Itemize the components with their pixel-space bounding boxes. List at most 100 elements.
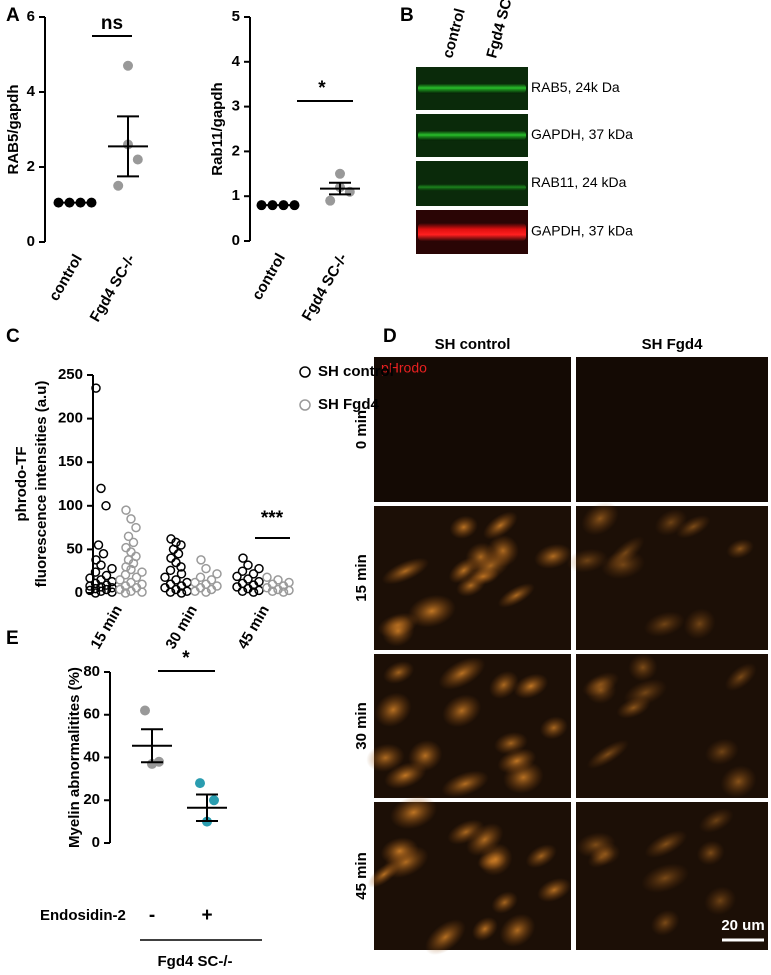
significance-label: *	[182, 648, 190, 669]
cell	[380, 837, 419, 865]
data-point	[325, 195, 336, 206]
data-point	[166, 553, 176, 563]
data-point	[165, 565, 176, 576]
data-point	[85, 581, 95, 591]
data-point	[93, 540, 104, 550]
cell	[705, 738, 739, 766]
x-tick-label: Fgd4 SC-/-	[299, 250, 351, 323]
data-point	[107, 587, 117, 597]
blot-strip	[416, 161, 528, 206]
group-label: Fgd4 SC-/-	[158, 953, 233, 970]
y-tick-label: 150	[58, 453, 83, 470]
y-tick-label: 250	[58, 366, 83, 383]
y-tick-label: 200	[58, 410, 83, 427]
data-point	[101, 584, 112, 595]
cell	[696, 840, 725, 866]
data-point	[120, 588, 131, 598]
y-tick-label: 5	[232, 8, 240, 25]
x-tick-label: 15 min	[87, 602, 125, 652]
data-point	[126, 547, 136, 557]
cell	[488, 670, 519, 699]
data-point	[206, 584, 217, 595]
micrograph	[374, 357, 571, 502]
y-axis-label: phrodo-TF	[13, 447, 30, 522]
y-axis-label: Myelin abnormalitites (%)	[66, 667, 83, 848]
band-label: GAPDH, 37 kDa	[531, 126, 633, 142]
data-point	[120, 569, 131, 580]
data-point	[335, 168, 345, 179]
cell	[478, 843, 513, 876]
data-point	[128, 558, 139, 569]
column-header: SH control	[435, 336, 511, 353]
row-label: 15 min	[353, 554, 370, 602]
cell	[644, 830, 688, 859]
cell	[471, 916, 498, 941]
cell	[407, 594, 456, 628]
cell	[497, 583, 535, 608]
cell	[491, 891, 518, 914]
cell	[585, 676, 617, 704]
data-point	[126, 514, 136, 524]
data-point	[98, 549, 109, 559]
cell	[590, 842, 621, 866]
data-point	[273, 584, 283, 595]
cell	[513, 673, 549, 699]
data-point	[171, 557, 181, 568]
data-point	[284, 585, 294, 596]
blot-band	[418, 130, 526, 141]
y-tick-label: 0	[27, 233, 35, 250]
data-point	[90, 588, 101, 598]
cell	[726, 538, 754, 559]
western-blot: control Fgd4 SC-/- RAB5, 24k Da GAPDH, 37 k…	[416, 0, 633, 254]
significance-label: *	[318, 78, 326, 99]
data-point	[254, 585, 264, 596]
data-point	[101, 501, 111, 511]
y-tick-label: 0	[75, 584, 83, 601]
cell	[497, 748, 537, 774]
data-point	[131, 522, 141, 533]
data-point	[101, 580, 112, 590]
data-point	[168, 544, 179, 555]
y-tick-label: 6	[27, 8, 35, 25]
y-axis-label: RAB5/gapdh	[5, 85, 22, 175]
data-point	[128, 537, 139, 548]
data-point	[176, 569, 187, 579]
x-tick-label: +	[201, 905, 212, 926]
data-point	[201, 587, 211, 597]
cell	[616, 696, 651, 719]
cell	[650, 909, 680, 936]
band-label: RAB11, 24 kDa	[531, 174, 627, 190]
data-point	[182, 586, 192, 597]
x-tick-label: Fgd4 SC-/-	[87, 251, 139, 324]
data-point	[248, 569, 259, 579]
panel-label: E	[6, 628, 19, 649]
data-point	[238, 553, 248, 563]
y-tick-label: 20	[83, 791, 100, 808]
cell	[408, 739, 443, 772]
cell	[683, 608, 716, 640]
data-point	[262, 572, 272, 583]
cell	[539, 716, 568, 740]
cell	[525, 844, 557, 869]
data-point	[85, 585, 95, 596]
data-point	[132, 154, 143, 165]
cell	[483, 511, 518, 540]
y-tick-label: 60	[83, 706, 100, 723]
cell	[698, 808, 734, 833]
significance-label: ***	[261, 508, 284, 529]
cell	[534, 543, 572, 569]
row-label: 0 min	[353, 410, 370, 449]
data-point	[176, 540, 186, 550]
cell	[581, 501, 619, 536]
x-tick-label: 30 min	[162, 602, 200, 652]
cell	[381, 615, 415, 647]
cell	[676, 514, 711, 539]
y-tick-label: 4	[27, 83, 36, 100]
data-point	[90, 567, 101, 577]
band-label: RAB5, 24k Da	[531, 79, 620, 95]
data-point	[121, 542, 131, 553]
y-tick-label: 100	[58, 497, 83, 514]
y-axis-label: Rab11/gapdh	[209, 82, 226, 175]
micrograph	[576, 357, 768, 502]
